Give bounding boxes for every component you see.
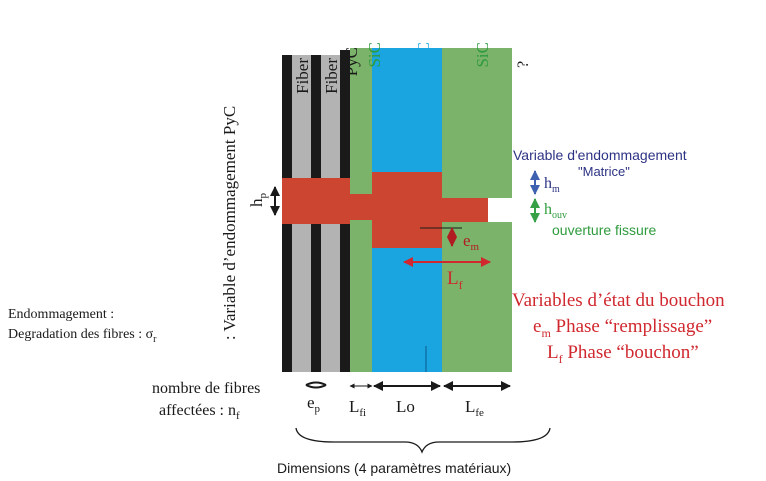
lfi-label: Lfi [349,397,366,419]
houv-label: houv [544,201,567,221]
fiber-degradation-label: Degradation des fibres : σr [8,327,157,345]
hp-label: hp [247,193,269,208]
dimensions-brace [295,427,551,454]
lfe-label: Lfe [465,397,484,419]
crack-channel-outer [442,198,488,222]
em-label: em [463,231,480,253]
sic-outer-label: SiC [473,42,492,68]
crack-region [282,172,512,248]
crack-block-b4c [372,172,442,248]
lf-label: Lf [447,268,463,292]
pyc-label: PyC [342,47,361,76]
lo-label: Lo [396,397,415,416]
crack-channel-sic [350,194,372,220]
affected-fibers-label-line1: nombre de fibres [152,380,260,397]
crack-opening-label: ouverture fissure [552,222,656,238]
sic-inner-label: SiC [365,42,384,68]
fiber-label-1: Fiber [293,58,312,94]
dimensions-label: Dimensions (4 paramètres matériaux) [277,460,511,476]
ep-bracket [305,381,327,389]
b4c-label: B4C [414,42,436,70]
fiber-label-2: Fiber [322,58,341,94]
pyc-damage-variable-label: : Variable d’endommagement PyC [220,106,239,340]
em-filling-phase-label: em Phase “remplissage” [533,316,712,340]
lf-plug-phase-label: Lf Phase “bouchon” [547,342,699,366]
matrix-damage-variable-label: Variable d'endommagement [513,147,687,163]
hm-label: hm [544,175,560,195]
endommagement-label: Endommagement : [8,307,114,322]
crack-opening [488,198,512,222]
matrix-label: "Matrice" [578,164,630,179]
affected-fibers-label-line2: affectées : nf [159,402,240,422]
plug-state-variables-title: Variables d’état du bouchon [512,290,725,311]
crack-band-fibers [282,178,350,224]
question-mark: ? [515,61,532,68]
ep-label: ep [307,393,321,415]
